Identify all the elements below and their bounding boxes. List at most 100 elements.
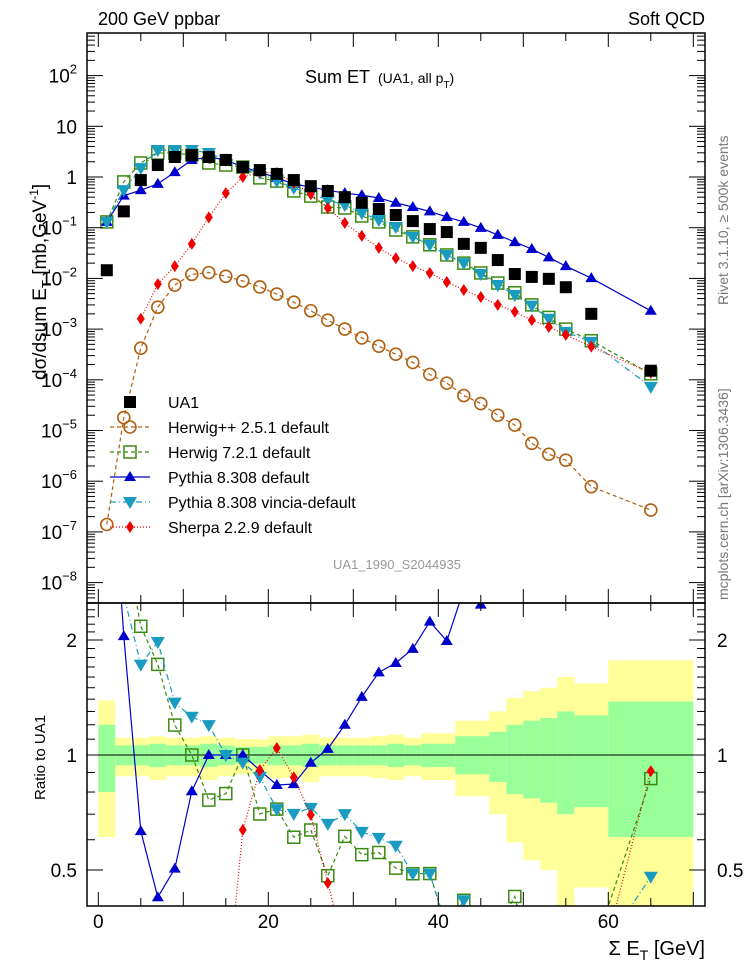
ratio-point-herwig-7-2-1-default (304, 823, 318, 837)
ratio-point-pythia-8-308-vincia-default (133, 659, 148, 672)
ratio-uncertainty-bands (87, 660, 705, 906)
main-point-ua1 (270, 167, 283, 180)
main-point-pythia-8-308-default (542, 251, 555, 262)
main-point-sherpa-2-2-9-default (561, 328, 570, 341)
main-point-ua1 (440, 226, 453, 239)
rivet-label: Rivet 3.1.10, ≥ 500k events (715, 135, 731, 305)
ratio-point-pythia-8-308-vincia-default (286, 808, 301, 821)
legend-label-herwig-2-5-1-default: Herwig++ 2.5.1 default (168, 420, 330, 437)
ratio-point-pythia-8-308-default (321, 742, 334, 753)
y-tick-label: 10−2 (41, 264, 77, 290)
ratio-point-pythia-8-308-vincia-default (184, 711, 199, 724)
ratio-band-green (523, 720, 541, 799)
ratio-band-green (574, 715, 609, 808)
main-point-herwig-2-5-1-default (252, 280, 267, 294)
main-point-ua1 (253, 164, 266, 177)
ratio-point-pythia-8-308-vincia-default (320, 818, 335, 831)
y-tick-label: 10−7 (41, 518, 77, 544)
main-point-ua1 (423, 223, 436, 236)
ratio-line-herwig-7-2-1-default (135, 603, 652, 906)
main-point-sherpa-2-2-9-default (238, 171, 247, 183)
main-point-herwig-2-5-1-default (371, 339, 386, 353)
x-tick-label: 40 (428, 912, 449, 933)
main-point-sherpa-2-2-9-default (323, 201, 332, 214)
main-point-sherpa-2-2-9-default (544, 321, 553, 334)
main-point-herwig-2-5-1-default (422, 367, 437, 382)
main-point-ua1 (117, 205, 130, 218)
main-point-ua1 (219, 153, 232, 166)
main-point-pythia-8-308-vincia-default (405, 231, 420, 244)
main-point-herwig-2-5-1-default (473, 396, 488, 411)
main-point-herwig-2-5-1-default (202, 265, 216, 280)
main-point-pythia-8-308-default (151, 177, 164, 188)
legend-label-ua1: UA1 (168, 395, 199, 412)
main-point-ua1 (100, 264, 113, 277)
main-point-sherpa-2-2-9-default (408, 260, 417, 273)
main-point-sherpa-2-2-9-default (425, 266, 434, 279)
main-point-pythia-8-308-default (644, 304, 657, 315)
main-point-ua1 (491, 254, 504, 267)
axes-layer: 0 20 40 60 102 10 1 10−1 10−2 10−3 10−4 10−5 10−6 10−… (41, 32, 743, 933)
ratio-point-pythia-8-308-default (185, 785, 198, 796)
main-point-pythia-8-308-vincia-default (541, 313, 556, 326)
legend-marker-pythia-8-308-vincia-default (123, 497, 137, 509)
main-point-ua1 (372, 202, 385, 215)
ratio-point-pythia-8-308-default (236, 749, 249, 759)
main-point-pythia-8-308-default (423, 205, 436, 216)
ratio-point-pythia-8-308-default (151, 891, 164, 902)
y-tick-label: 10 (56, 117, 77, 138)
y-tick-label: 102 (49, 62, 77, 88)
main-point-herwig-2-5-1-default (185, 267, 199, 282)
main-point-herwig-2-5-1-default (236, 274, 250, 288)
main-point-sherpa-2-2-9-default (340, 216, 349, 229)
legend-marker-sherpa-2-2-9-default (126, 521, 134, 533)
ratio-point-herwig-7-2-1-default (372, 845, 386, 860)
ratio-point-pythia-8-308-vincia-default (354, 826, 369, 839)
main-point-sherpa-2-2-9-default (510, 305, 519, 318)
main-point-pythia-8-308-vincia-default (388, 222, 403, 235)
main-point-pythia-8-308-vincia-default (422, 239, 437, 252)
ratio-point-herwig-7-2-1-default (168, 718, 182, 732)
ratio-point-herwig-7-2-1-default (508, 889, 522, 904)
ratio-point-pythia-8-308-vincia-default (405, 868, 420, 881)
main-point-herwig-2-5-1-default (100, 517, 114, 532)
ratio-point-sherpa-2-2-9-default (306, 808, 315, 821)
header-right-label: Soft QCD (628, 9, 705, 29)
main-point-herwig-2-5-1-default (643, 503, 658, 517)
main-point-ua1 (406, 215, 419, 228)
ratio-point-pythia-8-308-default (440, 635, 453, 646)
main-point-herwig-2-5-1-default (337, 322, 352, 336)
main-point-pythia-8-308-default (585, 272, 598, 283)
main-point-pythia-8-308-default (355, 189, 368, 200)
main-point-ua1 (355, 196, 368, 209)
main-point-sherpa-2-2-9-default (587, 340, 596, 353)
main-point-herwig-2-5-1-default (584, 479, 599, 494)
ratio-y-tick-label-right: 1 (717, 746, 728, 767)
y-tick-label: 1 (66, 168, 77, 189)
main-point-herwig-2-5-1-default (439, 376, 454, 390)
main-point-sherpa-2-2-9-default (459, 284, 468, 297)
main-point-pythia-8-308-vincia-default (99, 216, 114, 229)
analysis-id-watermark: UA1_1990_S2044935 (333, 557, 461, 572)
main-point-sherpa-2-2-9-default (153, 278, 162, 291)
header-left-label: 200 GeV ppbar (98, 9, 220, 29)
main-point-pythia-8-308-vincia-default (133, 163, 148, 176)
ratio-y-tick-label: 0.5 (51, 861, 77, 882)
ratio-band-green (506, 724, 524, 795)
ratio-point-sherpa-2-2-9-default (323, 877, 332, 890)
main-point-pythia-8-308-vincia-default (439, 249, 454, 262)
ratio-point-pythia-8-308-vincia-default (508, 908, 522, 920)
main-ylabel: dσ/dsum ET [mb,GeV-1] (27, 184, 54, 380)
x-tick-label: 60 (598, 912, 619, 933)
main-point-pythia-8-308-vincia-default (643, 381, 658, 394)
main-point-sherpa-2-2-9-default (187, 237, 196, 250)
main-point-herwig-2-5-1-default (219, 269, 233, 284)
y-tick-label: 10−1 (41, 214, 77, 240)
ratio-point-herwig-7-2-1-default (185, 748, 199, 762)
ratio-point-sherpa-2-2-9-default (289, 771, 298, 784)
ratio-point-pythia-8-308-vincia-default (269, 804, 284, 817)
main-point-sherpa-2-2-9-default (442, 275, 451, 288)
main-point-ua1 (585, 307, 598, 320)
y-tick-label: 10−6 (41, 467, 77, 493)
ratio-y-tick-label: 1 (66, 746, 77, 767)
